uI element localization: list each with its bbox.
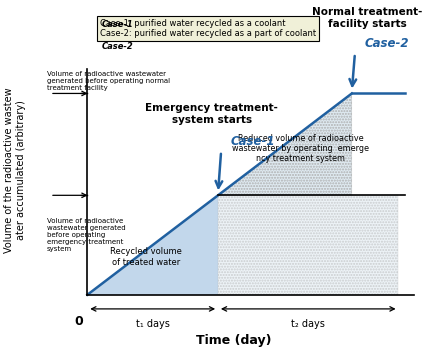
Text: Case-2: Case-2 <box>364 37 409 50</box>
Polygon shape <box>218 93 352 195</box>
Text: Volume of radioactive wastewater
generated before operating normal
treatment fac: Volume of radioactive wastewater generat… <box>47 72 170 91</box>
Text: t₂ days: t₂ days <box>291 319 325 329</box>
Text: Reduced volume of radioactive
wastewater by operating  emerge
ncy treatment syst: Reduced volume of radioactive wastewater… <box>232 133 369 163</box>
Polygon shape <box>218 195 399 295</box>
Text: t₁ days: t₁ days <box>136 319 169 329</box>
Text: Case-1: Case-1 <box>231 135 275 148</box>
Text: Recycled volume
of treated water: Recycled volume of treated water <box>110 247 182 267</box>
Text: Emergency treatment-
system starts: Emergency treatment- system starts <box>145 103 278 125</box>
Y-axis label: Volume of the radioactive wastew
ater accumulated (arbitrary): Volume of the radioactive wastew ater ac… <box>4 87 26 253</box>
Text: Normal treatment-
facility starts: Normal treatment- facility starts <box>312 7 422 29</box>
Text: Case-2: Case-2 <box>102 42 134 51</box>
Text: Case-1: purified water recycled as a coolant
Case-2: purified water recycled as : Case-1: purified water recycled as a coo… <box>100 19 316 38</box>
Text: Volume of radioactive
wastewater generated
before operating
emergency treatment
: Volume of radioactive wastewater generat… <box>47 218 125 252</box>
Polygon shape <box>87 195 218 295</box>
Text: Case-1: Case-1 <box>102 20 134 29</box>
Text: 0: 0 <box>74 315 83 328</box>
X-axis label: Time (day): Time (day) <box>196 334 271 347</box>
